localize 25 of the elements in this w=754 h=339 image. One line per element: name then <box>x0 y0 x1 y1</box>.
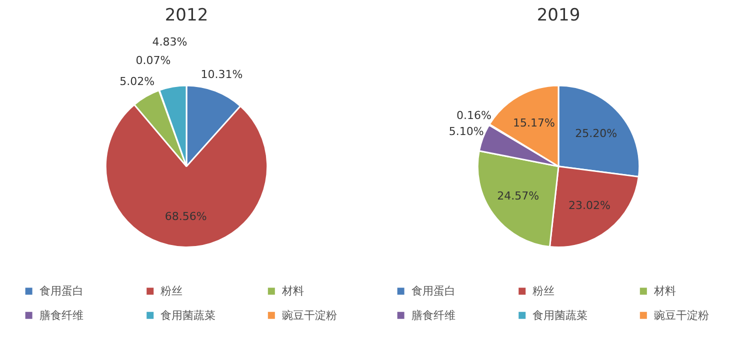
legend-label: 豌豆干淀粉 <box>654 308 709 322</box>
chart-title: 2012 <box>164 6 208 26</box>
data-label: 5.02% <box>120 74 155 88</box>
data-label: 24.57% <box>497 189 540 202</box>
data-label: 10.31% <box>200 68 243 82</box>
data-label: 0.16% <box>456 109 492 122</box>
legend-label: 材料 <box>280 284 304 298</box>
legend-label: 粉丝 <box>532 284 555 298</box>
legend-label: 粉丝 <box>160 284 183 298</box>
data-label: 23.02% <box>568 199 611 212</box>
legend-label: 材料 <box>652 284 676 298</box>
legend-label: 食用菌蔬菜 <box>160 308 216 322</box>
legend-label: 膳食纤维 <box>39 308 84 322</box>
legend-label: 食用菌蔬菜 <box>532 308 588 322</box>
legend-label: 食用蛋白 <box>411 284 456 298</box>
data-label: 15.17% <box>512 116 555 130</box>
data-label: 68.56% <box>164 210 207 223</box>
data-label: 4.83% <box>152 36 188 49</box>
chart-title: 2019 <box>536 6 580 26</box>
data-label: 5.10% <box>448 124 484 138</box>
data-label: 25.20% <box>575 126 618 140</box>
data-label: 0.07% <box>136 54 171 67</box>
legend-label: 膳食纤维 <box>411 308 456 322</box>
legend-label: 食用蛋白 <box>39 284 84 298</box>
legend-label: 豌豆干淀粉 <box>282 308 337 322</box>
